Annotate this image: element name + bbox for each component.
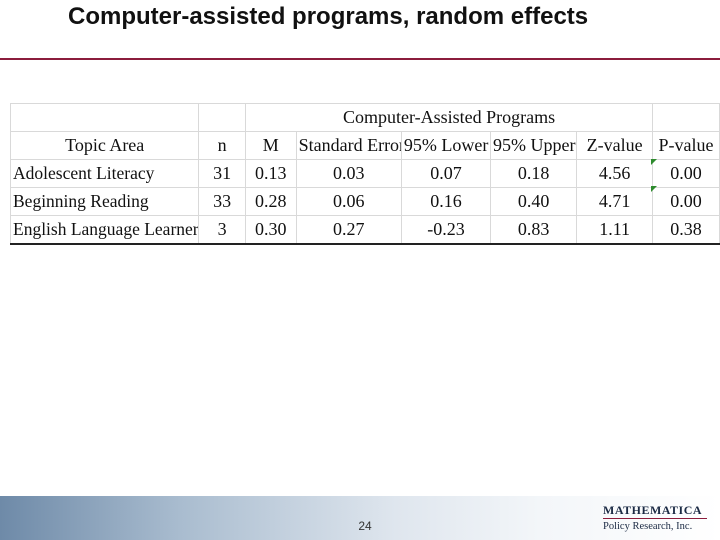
title-divider [0,58,720,60]
upper-cell: 0.18 [490,159,578,188]
n-cell: 3 [198,215,246,245]
column-header-standard-error: Standard Error [295,131,402,160]
z-value-cell: 1.11 [576,215,654,245]
mathematica-logo: MATHEMATICA Policy Research, Inc. [603,503,713,533]
column-header-n: n [198,131,246,160]
lower-cell: -0.23 [400,215,492,245]
upper-cell: 0.83 [490,215,578,245]
mean-cell: 0.13 [244,159,297,188]
lower-cell: 0.07 [400,159,492,188]
logo-subtitle: Policy Research, Inc. [603,521,693,532]
column-header-upper: 95% Upper [490,131,578,160]
table-row: Beginning Reading 33 0.28 0.06 0.16 0.40… [9,187,720,216]
n-cell: 33 [198,187,246,216]
standard-error-cell: 0.06 [295,187,402,216]
standard-error-cell: 0.03 [295,159,402,188]
empty-header-cell [652,103,720,132]
p-value-cell: 0.00 [652,159,720,188]
z-value-cell: 4.71 [576,187,654,216]
group-header-row: Computer-Assisted Programs [9,103,720,132]
mean-cell: 0.28 [244,187,297,216]
footer-bar [0,496,720,540]
lower-cell: 0.16 [400,187,492,216]
slide-title: Computer-assisted programs, random effec… [68,3,589,30]
n-cell: 31 [198,159,246,188]
p-value-cell: 0.00 [652,187,720,216]
mean-cell: 0.30 [244,215,297,245]
column-header-z: Z-value [576,131,654,160]
logo-divider [603,518,707,519]
column-header-lower: 95% Lower [400,131,492,160]
upper-cell: 0.40 [490,187,578,216]
table-row: Adolescent Literacy 31 0.13 0.03 0.07 0.… [9,159,720,188]
cell-comment-indicator-icon [651,159,657,165]
column-header-topic: Topic Area [9,131,200,160]
group-header: Computer-Assisted Programs [244,103,654,132]
page-number: 24 [358,519,372,533]
p-value-cell: 0.38 [652,215,720,245]
topic-cell: Adolescent Literacy [9,159,200,188]
results-table: Computer-Assisted Programs Topic Area n … [9,103,720,245]
cell-comment-indicator-icon [651,186,657,192]
column-header-row: Topic Area n M Standard Error 95% Lower … [9,131,720,160]
empty-header-cell [9,103,200,132]
column-header-p: P-value [652,131,720,160]
z-value-cell: 4.56 [576,159,654,188]
standard-error-cell: 0.27 [295,215,402,245]
topic-cell: Beginning Reading [9,187,200,216]
empty-header-cell [198,103,246,132]
topic-cell: English Language Learners [9,215,200,245]
table-row: English Language Learners 3 0.30 0.27 -0… [9,215,720,245]
results-table-container: Computer-Assisted Programs Topic Area n … [9,103,720,245]
column-header-m: M [244,131,297,160]
logo-wordmark: MATHEMATICA [603,503,703,517]
